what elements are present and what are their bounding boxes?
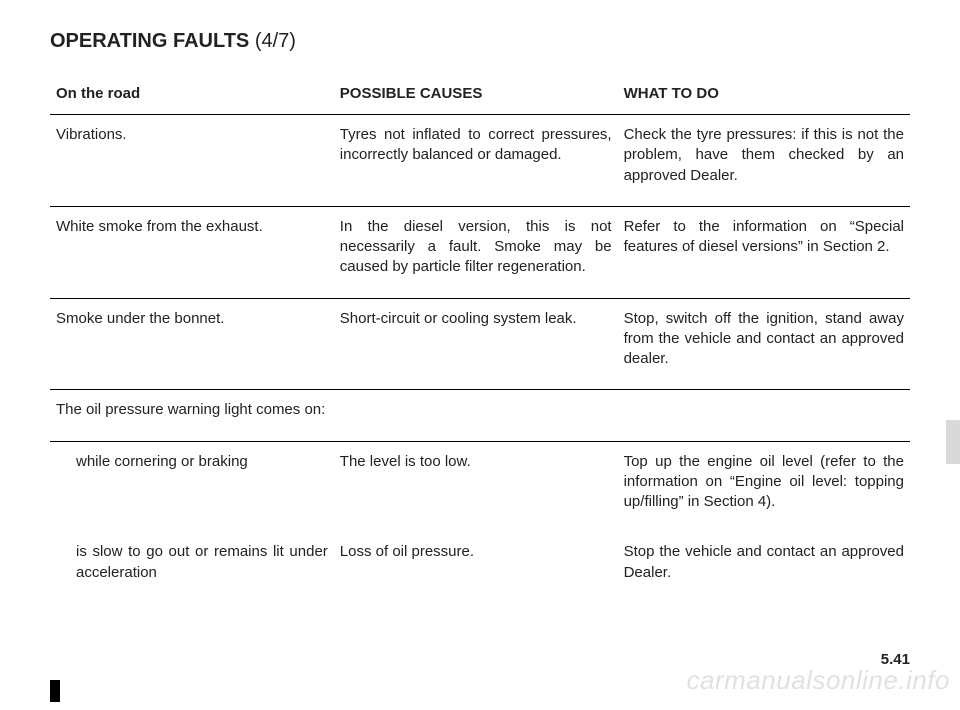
page-number: 5.41 — [881, 651, 910, 668]
side-tab — [946, 420, 960, 464]
empty-cell — [334, 390, 618, 441]
table-row-group-header: The oil pressure warning light comes on: — [50, 390, 910, 441]
fault-action: Refer to the information on “Special fea… — [618, 206, 910, 298]
table-row: is slow to go out or remains lit under a… — [50, 532, 910, 603]
fault-symptom: Vibrations. — [50, 115, 334, 207]
manual-page: OPERATING FAULTS (4/7) On the road POSSI… — [0, 0, 960, 710]
fault-action: Stop, switch off the ignition, stand awa… — [618, 298, 910, 390]
fault-cause: In the diesel version, this is not neces… — [334, 206, 618, 298]
table-row: while cornering or braking The level is … — [50, 441, 910, 532]
fault-action: Stop the vehicle and contact an approved… — [618, 532, 910, 603]
footer-mark — [50, 680, 60, 702]
fault-symptom-group: The oil pressure warning light comes on: — [50, 390, 334, 441]
fault-symptom-sub: is slow to go out or remains lit under a… — [50, 532, 334, 603]
fault-cause: Loss of oil pressure. — [334, 532, 618, 603]
fault-action: Top up the engine oil level (refer to th… — [618, 441, 910, 532]
fault-symptom: White smoke from the exhaust. — [50, 206, 334, 298]
header-possible-causes: POSSIBLE CAUSES — [334, 75, 618, 115]
table-row: White smoke from the exhaust. In the die… — [50, 206, 910, 298]
header-what-to-do: WHAT TO DO — [618, 75, 910, 115]
table-row: Smoke under the bonnet. Short-circuit or… — [50, 298, 910, 390]
fault-symptom-sub: while cornering or braking — [50, 441, 334, 532]
empty-cell — [618, 390, 910, 441]
fault-cause: Tyres not inflated to correct pressures,… — [334, 115, 618, 207]
title-sub: (4/7) — [255, 30, 296, 52]
fault-cause: Short-circuit or cooling system leak. — [334, 298, 618, 390]
page-title: OPERATING FAULTS (4/7) — [50, 30, 910, 53]
fault-symptom: Smoke under the bonnet. — [50, 298, 334, 390]
table-row: Vibrations. Tyres not inflated to correc… — [50, 115, 910, 207]
title-main: OPERATING FAULTS — [50, 30, 249, 52]
table-header-row: On the road POSSIBLE CAUSES WHAT TO DO — [50, 75, 910, 115]
faults-table: On the road POSSIBLE CAUSES WHAT TO DO V… — [50, 75, 910, 603]
fault-action: Check the tyre pressures: if this is not… — [618, 115, 910, 207]
header-on-the-road: On the road — [50, 75, 334, 115]
fault-cause: The level is too low. — [334, 441, 618, 532]
